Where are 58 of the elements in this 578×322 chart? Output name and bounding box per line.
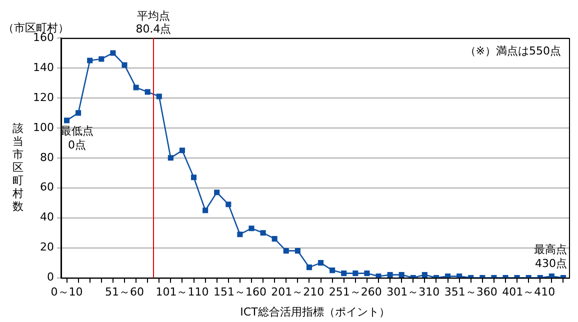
point (214, 190, 220, 196)
point (237, 232, 243, 238)
annotation: 最高点 430点 (534, 243, 567, 270)
point (122, 62, 128, 68)
y-tick-label: 100 (32, 120, 54, 134)
point (364, 270, 370, 276)
point (98, 56, 104, 62)
x-tick-label: 151～160 (213, 285, 266, 298)
y-axis-title: 該当市区町村数 (12, 122, 24, 213)
point (272, 236, 278, 242)
point (306, 264, 312, 270)
y-tick-label: 40 (40, 210, 54, 224)
x-tick-label: 301～310 (386, 285, 440, 298)
x-tick-label: 201～210 (271, 285, 324, 298)
point (548, 274, 554, 278)
point (318, 260, 324, 266)
y-tick-label: 140 (32, 60, 54, 74)
text: 平均点 80.4点 (136, 9, 172, 36)
point (179, 148, 185, 154)
y-tick-label: 0 (46, 270, 54, 284)
x-tick-label: 351～360 (444, 285, 498, 298)
point (283, 248, 289, 254)
point (133, 84, 139, 90)
point (422, 272, 428, 278)
point (330, 268, 336, 274)
point (226, 202, 232, 208)
x-tick-label: 51～60 (104, 285, 144, 298)
point (352, 270, 358, 276)
point (202, 208, 208, 214)
point (64, 118, 70, 124)
point (110, 50, 116, 56)
point (168, 155, 174, 161)
point (376, 274, 382, 278)
point (398, 272, 404, 278)
x-axis-title: ICT総合活用指標（ポイント） (240, 305, 390, 318)
point (387, 272, 393, 278)
annotation: 最低点 0点 (60, 124, 94, 152)
point (156, 94, 162, 100)
y-tick-label: 80 (40, 150, 54, 164)
x-tick-label: 101～110 (156, 285, 209, 298)
annotation: （※）満点は550点 (464, 44, 561, 58)
point (87, 58, 93, 64)
point (260, 230, 266, 236)
point (76, 110, 82, 116)
y-tick-label: 120 (32, 90, 54, 104)
point (191, 174, 197, 180)
y-tick-label: 20 (40, 240, 54, 254)
point (144, 89, 150, 95)
point (456, 274, 462, 278)
point (341, 270, 347, 276)
point (248, 226, 254, 232)
x-tick-label: 0～10 (50, 285, 83, 298)
x-tick-label: 401～410 (502, 285, 556, 298)
point (294, 248, 300, 254)
x-tick-label: 251～260 (328, 285, 382, 298)
point (445, 274, 451, 278)
text: （市区町村） (3, 21, 69, 34)
y-tick-label: 60 (40, 180, 54, 194)
